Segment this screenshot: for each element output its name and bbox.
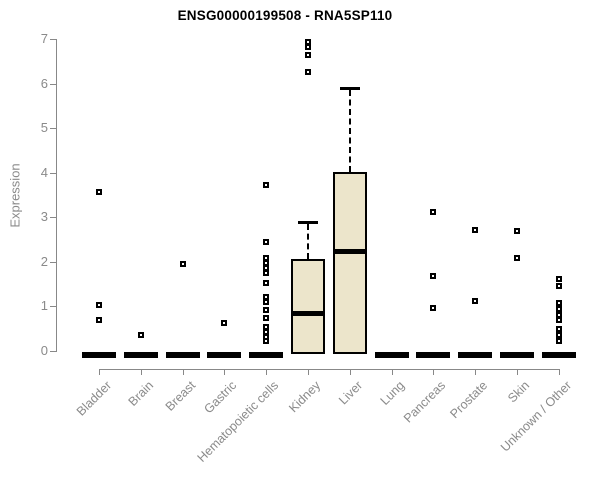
- whisker-cap: [339, 86, 360, 90]
- outlier-point: [263, 265, 270, 272]
- x-tick: [140, 369, 142, 375]
- y-tick: [50, 217, 56, 218]
- y-axis-label: Expression: [7, 163, 23, 228]
- outlier-point: [263, 298, 270, 305]
- outlier-point: [179, 261, 186, 268]
- outlier-point: [263, 315, 270, 322]
- x-tick: [558, 369, 560, 375]
- outlier-point: [263, 260, 270, 267]
- outlier-point: [221, 319, 228, 326]
- outlier-point: [430, 208, 437, 215]
- flat-box-bladder: [82, 351, 116, 358]
- outlier-point: [555, 338, 562, 345]
- x-tick: [224, 369, 226, 375]
- outlier-point: [305, 68, 311, 75]
- y-tick-label: 4: [40, 164, 48, 180]
- outlier-point: [263, 269, 270, 276]
- outlier-point: [555, 331, 562, 338]
- outlier-point: [555, 282, 562, 289]
- flat-box-brain: [123, 351, 158, 358]
- outlier-point: [555, 316, 562, 323]
- outlier-point: [305, 39, 311, 46]
- flat-box-gastric: [207, 351, 242, 358]
- x-tick: [349, 369, 351, 375]
- y-tick-label: 2: [40, 253, 48, 269]
- flat-box-prostate: [458, 351, 493, 358]
- median-line: [332, 248, 367, 254]
- y-tick: [50, 83, 56, 85]
- outlier-point: [514, 227, 520, 234]
- outlier-point: [555, 311, 562, 318]
- outlier-point: [263, 254, 270, 261]
- outlier-point: [96, 302, 102, 309]
- whisker-line: [348, 89, 351, 173]
- median-line: [291, 311, 325, 317]
- outlier-point: [430, 273, 437, 280]
- flat-box-breast: [165, 351, 200, 358]
- y-tick: [50, 306, 56, 307]
- box-kidney: [291, 259, 325, 355]
- outlier-point: [555, 299, 562, 306]
- outlier-point: [263, 279, 270, 286]
- outlier-point: [555, 326, 562, 333]
- y-tick-label: 5: [40, 120, 48, 135]
- outlier-point: [263, 337, 270, 344]
- y-axis: [56, 39, 57, 352]
- whisker-line: [307, 223, 309, 260]
- x-tick: [308, 369, 309, 375]
- y-tick-label: 0: [40, 342, 48, 358]
- x-tick: [517, 369, 518, 375]
- outlier-point: [305, 52, 311, 59]
- flat-box-hematopoietic-cells: [249, 351, 284, 358]
- y-tick: [50, 350, 56, 352]
- x-tick: [433, 369, 435, 375]
- chart-title: ENSG00000199508 - RNA5SP110: [177, 8, 393, 23]
- outlier-point: [263, 328, 270, 335]
- y-tick-label: 6: [40, 75, 48, 91]
- flat-box-skin: [500, 351, 534, 358]
- x-tick: [266, 369, 268, 375]
- outlier-point: [263, 333, 270, 340]
- outlier-point: [555, 275, 562, 282]
- x-axis: [99, 369, 560, 370]
- outlier-point: [263, 181, 270, 188]
- whisker-cap: [298, 220, 318, 224]
- outlier-point: [430, 304, 437, 311]
- outlier-point: [472, 226, 479, 233]
- outlier-point: [137, 331, 144, 338]
- x-tick: [391, 369, 393, 375]
- y-tick-label: 7: [40, 31, 48, 46]
- box-liver: [332, 172, 367, 355]
- outlier-point: [472, 298, 479, 305]
- outlier-point: [263, 323, 270, 330]
- outlier-point: [514, 254, 520, 261]
- y-tick: [50, 128, 56, 129]
- outlier-point: [96, 316, 102, 323]
- flat-box-pancreas: [416, 351, 451, 358]
- y-tick-label: 3: [40, 209, 48, 224]
- x-tick: [182, 369, 184, 375]
- outlier-point: [263, 238, 270, 245]
- y-tick-label: 1: [40, 298, 48, 313]
- x-tick: [99, 369, 100, 375]
- y-tick: [50, 172, 56, 174]
- x-tick: [475, 369, 477, 375]
- outlier-point: [96, 189, 102, 196]
- outlier-point: [305, 44, 311, 51]
- y-tick: [50, 261, 56, 263]
- outlier-point: [555, 306, 562, 313]
- outlier-point: [263, 294, 270, 301]
- flat-box-unknown-other: [541, 351, 576, 358]
- outlier-point: [263, 307, 270, 313]
- y-tick: [50, 39, 56, 40]
- flat-box-lung: [374, 351, 409, 358]
